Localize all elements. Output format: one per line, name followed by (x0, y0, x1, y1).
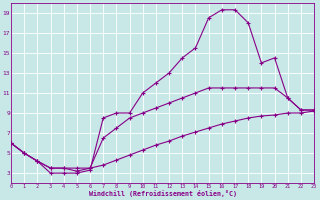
X-axis label: Windchill (Refroidissement éolien,°C): Windchill (Refroidissement éolien,°C) (89, 190, 236, 197)
